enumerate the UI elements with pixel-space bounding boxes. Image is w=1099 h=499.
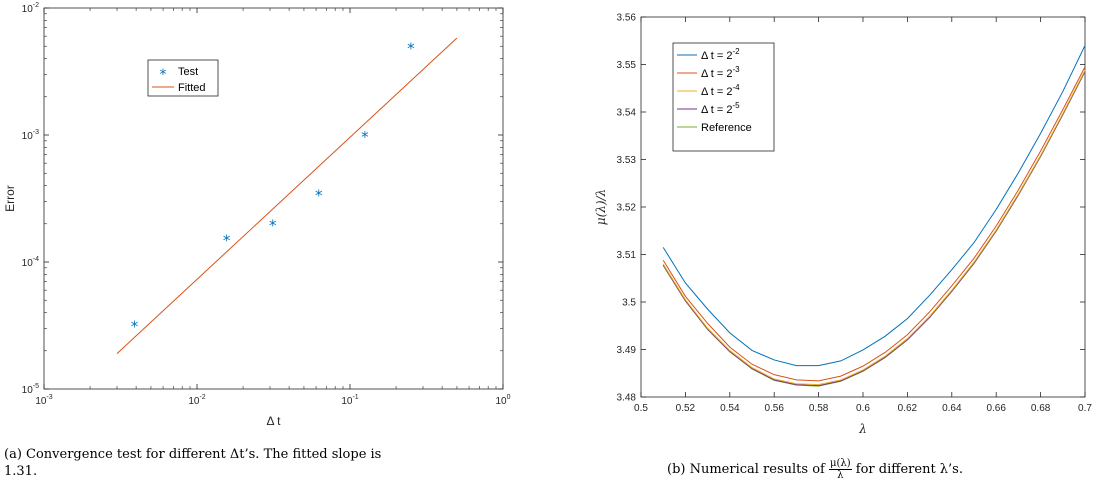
caption-a-text: (a) Convergence test for different Δt’s.…: [4, 447, 381, 479]
test-point-2: *: [269, 217, 277, 235]
caption-b-fraction-num: μ(λ): [829, 458, 852, 470]
test-point-1: *: [223, 232, 231, 250]
caption-b-prefix: (b) Numerical results of: [667, 462, 825, 477]
x-tick-label-a-2: 10-1: [341, 394, 358, 407]
test-point-0: *: [131, 318, 139, 336]
x-tick-label-b-3: 0.56: [764, 403, 784, 414]
test-point-4: *: [361, 128, 369, 146]
plot-area-a: [44, 8, 503, 389]
caption-b: (b) Numerical results of μ(λ) λ for diffe…: [667, 458, 1097, 481]
caption-b-fraction-den: λ: [829, 470, 852, 481]
x-tick-label-b-4: 0.58: [809, 403, 829, 414]
legend-label-b-4: Reference: [701, 122, 752, 134]
y-tick-label-b-6: 3.54: [617, 108, 637, 119]
convergence-chart: 10-3 10-2 10-1 100 10-5 10-4 10-3 10-2 * * * * * * Δ t…: [3, 2, 511, 428]
y-tick-label-b-1: 3.49: [617, 345, 637, 356]
x-tick-label-a-3: 100: [495, 394, 510, 407]
x-tick-label-a-1: 10-2: [188, 394, 205, 407]
x-tick-label-b-0: 0.5: [634, 403, 648, 414]
x-axis-label-a: Δ t: [266, 414, 281, 428]
y-axis-label-b: μ(λ)/λ: [594, 189, 608, 225]
x-tick-label-b-1: 0.52: [676, 403, 696, 414]
x-tick-label-b-9: 0.68: [1031, 403, 1051, 414]
y-tick-label-a-3: 10-2: [22, 2, 39, 15]
x-tick-label-b-10: 0.7: [1078, 403, 1092, 414]
x-tick-label-a-0: 10-3: [35, 394, 52, 407]
x-tick-label-b-2: 0.54: [720, 403, 740, 414]
test-point-5: *: [407, 39, 415, 57]
y-tick-label-b-0: 3.48: [617, 393, 637, 404]
x-tick-label-b-6: 0.62: [898, 403, 918, 414]
legend-fitted-label: Fitted: [178, 82, 206, 94]
y-tick-label-a-2: 10-3: [22, 129, 39, 142]
y-tick-label-b-7: 3.55: [617, 60, 637, 71]
y-axis-label-a: Error: [3, 185, 17, 212]
legend-b: Δ t = 2-2Δ t = 2-3Δ t = 2-4Δ t = 2-5Refe…: [673, 43, 774, 151]
mu-lambda-chart: 0.5 0.52 0.54 0.56 0.58 0.6 0.62 0.64 0.66 0.68 0.…: [594, 13, 1092, 437]
y-tick-label-b-3: 3.51: [617, 250, 637, 261]
y-tick-label-b-8: 3.56: [617, 13, 637, 24]
y-tick-label-a-1: 10-4: [22, 256, 39, 269]
caption-b-suffix: for different λ’s.: [856, 462, 963, 477]
legend-test-label: Test: [178, 66, 198, 78]
y-tick-label-b-5: 3.53: [617, 155, 637, 166]
x-tick-label-b-8: 0.66: [986, 403, 1006, 414]
caption-b-fraction: μ(λ) λ: [829, 458, 852, 481]
legend-test-marker: *: [160, 67, 167, 83]
y-tick-label-b-4: 3.52: [617, 203, 637, 214]
test-point-3: *: [315, 187, 323, 205]
x-tick-label-b-5: 0.6: [856, 403, 870, 414]
x-axis-label-b: λ: [858, 422, 867, 436]
caption-a: (a) Convergence test for different Δt’s.…: [4, 446, 404, 480]
y-tick-label-a-0: 10-5: [22, 383, 39, 396]
legend-a: * Test Fitted: [148, 60, 218, 96]
x-tick-label-b-7: 0.64: [942, 403, 962, 414]
y-tick-label-b-2: 3.5: [622, 298, 636, 309]
